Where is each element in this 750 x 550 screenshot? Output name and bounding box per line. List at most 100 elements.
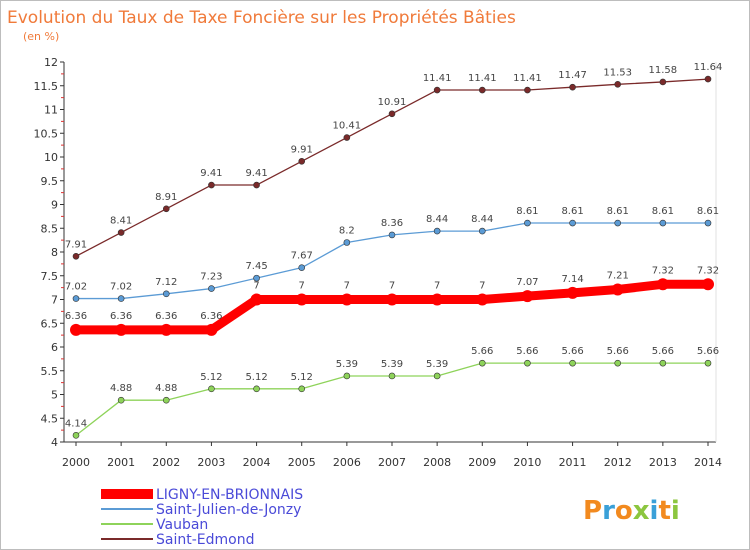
data-label: 8.61 [652, 206, 674, 217]
logo-letter: i [671, 496, 680, 526]
data-point [704, 219, 712, 227]
data-label: 7.07 [516, 277, 538, 288]
data-point [117, 396, 125, 404]
data-point [388, 372, 396, 380]
data-label: 4.14 [65, 418, 87, 429]
data-label: 7.32 [697, 265, 719, 276]
data-point [702, 278, 714, 291]
y-tick-label: 12 [44, 56, 58, 69]
data-point [72, 295, 80, 302]
y-tick-label: 5.5 [41, 365, 59, 378]
data-label: 11.58 [649, 65, 678, 76]
data-label: 8.61 [561, 206, 583, 217]
data-point [295, 293, 308, 306]
data-label: 11.53 [603, 67, 632, 78]
data-point [386, 293, 398, 306]
data-point [162, 290, 170, 298]
data-label: 5.66 [471, 346, 493, 357]
logo-letter: P [583, 496, 602, 526]
data-label: 8.2 [339, 226, 355, 237]
data-label: 4.88 [155, 383, 177, 394]
data-point [704, 75, 712, 83]
data-label: 5.39 [381, 359, 403, 370]
data-point [72, 252, 80, 260]
data-label: 6.36 [110, 311, 132, 322]
data-label: 11.47 [558, 70, 587, 81]
data-label: 5.66 [607, 346, 629, 357]
x-tick-label: 2012 [604, 456, 632, 469]
data-label: 5.66 [652, 346, 674, 357]
data-point [298, 157, 306, 165]
data-label: 11.41 [513, 73, 542, 84]
data-point [160, 323, 173, 336]
data-point [431, 293, 444, 306]
x-tick-label: 2010 [513, 456, 541, 469]
data-label: 7.23 [200, 272, 222, 283]
logo-letter: i [650, 496, 659, 526]
data-label: 7 [299, 281, 305, 292]
data-point [70, 323, 82, 336]
data-label: 6.36 [155, 311, 177, 322]
data-label: 5.12 [291, 372, 313, 383]
logo-letter: x [633, 496, 650, 526]
data-point [656, 278, 669, 291]
data-label: 7 [253, 281, 259, 292]
data-label: 4.88 [110, 383, 132, 394]
y-tick-label: 7.5 [41, 270, 59, 283]
data-point [343, 134, 351, 141]
data-label: 5.12 [200, 372, 222, 383]
data-point [524, 86, 531, 94]
data-label: 7 [434, 281, 440, 292]
data-label: 5.66 [561, 346, 583, 357]
data-point [162, 396, 170, 404]
data-point [704, 359, 712, 367]
data-label: 5.12 [245, 372, 267, 383]
y-tick-label: 8.5 [41, 222, 59, 235]
data-point [343, 239, 351, 246]
data-point [478, 227, 486, 235]
data-label: 5.66 [516, 346, 538, 357]
logo-letter: r [602, 496, 615, 526]
y-tick-label: 9 [51, 199, 58, 212]
data-label: 11.41 [423, 73, 452, 84]
data-point [569, 359, 576, 367]
y-tick-label: 8 [51, 246, 58, 259]
data-label: 8.61 [697, 206, 719, 217]
data-point [117, 295, 125, 302]
x-tick-label: 2000 [62, 456, 90, 469]
axes: 4 4.5 5 5.5 6 6.5 7 7.5 8 8.5 9 9.5 10 10.5 11 11.5 12 20… [34, 56, 723, 469]
legend-label: Saint-Edmond [156, 532, 254, 548]
x-tick-label: 2009 [468, 456, 496, 469]
data-label: 7 [479, 281, 485, 292]
data-label: 6.36 [65, 311, 87, 322]
y-tick-label: 11.5 [34, 80, 59, 93]
data-label: 7 [344, 281, 350, 292]
data-label: 7.02 [110, 282, 132, 293]
y-tick-label: 4 [51, 436, 58, 449]
chart-subtitle: (en %) [23, 30, 59, 43]
data-label: 8.91 [155, 192, 177, 203]
y-tick-label: 10.5 [34, 127, 59, 140]
data-point [115, 323, 128, 336]
data-label: 7.67 [291, 251, 313, 262]
y-tick-label: 6.5 [41, 317, 59, 330]
x-tick-label: 2014 [694, 456, 722, 469]
data-point [205, 323, 218, 336]
data-point [478, 359, 486, 367]
data-point [208, 385, 215, 393]
x-tick-label: 2001 [107, 456, 135, 469]
legend-label: Vauban [156, 517, 208, 533]
chart-title: Evolution du Taux de Taxe Foncière sur l… [7, 8, 516, 28]
data-point [524, 359, 531, 367]
data-point [566, 286, 579, 299]
data-point [117, 229, 125, 236]
data-point [659, 359, 667, 367]
data-point [343, 372, 351, 380]
data-label: 9.41 [245, 168, 267, 179]
data-point [478, 86, 486, 94]
data-label: 8.61 [607, 206, 629, 217]
data-point [614, 81, 622, 88]
data-label: 7 [389, 281, 395, 292]
data-point [433, 227, 441, 235]
data-point [433, 86, 441, 94]
